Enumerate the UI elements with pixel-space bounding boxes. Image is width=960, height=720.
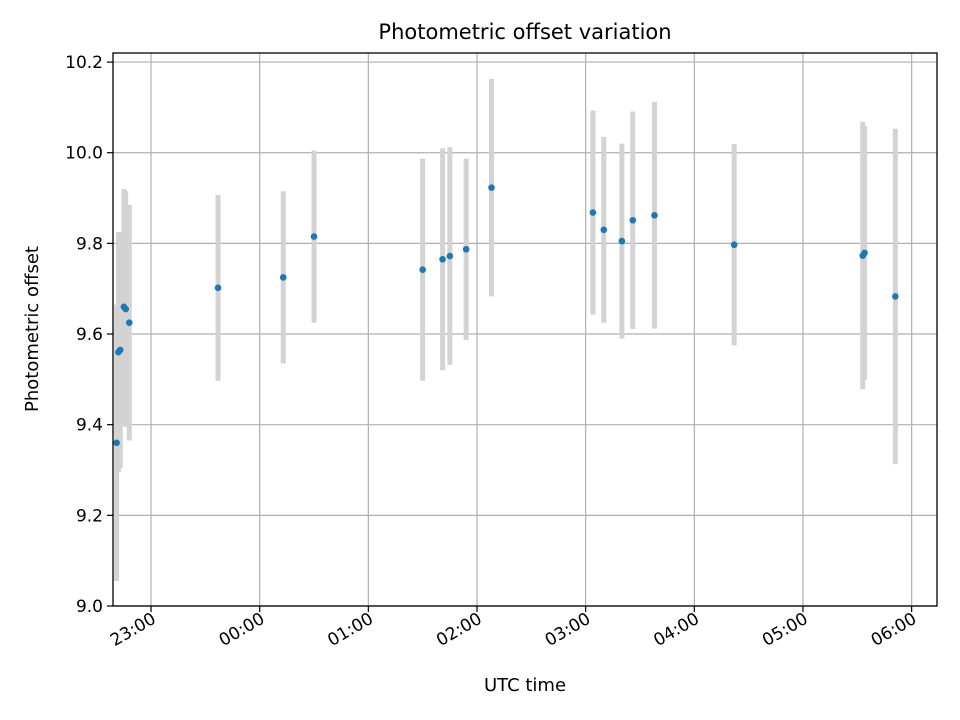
x-axis-title: UTC time [484, 675, 566, 696]
grid-lines [113, 53, 937, 607]
y-tick-label: 9.2 [76, 506, 103, 526]
y-tick-label: 9.8 [76, 234, 103, 254]
x-tick-label: 05:00 [759, 609, 811, 651]
y-tick-label: 9.6 [76, 325, 103, 345]
data-point [861, 249, 868, 257]
data-point [439, 255, 446, 263]
plot-area [113, 53, 937, 606]
x-tick-label: 01:00 [324, 609, 376, 651]
data-point [651, 211, 658, 219]
data-point [600, 226, 608, 234]
x-tick-label: 23:00 [107, 609, 159, 651]
data-point [462, 245, 470, 253]
data-point [488, 184, 495, 191]
data-point [310, 233, 318, 240]
data-point [730, 241, 738, 249]
data-point [122, 305, 129, 313]
chart-title: Photometric offset variation [378, 20, 671, 44]
data-point [892, 293, 899, 300]
y-axis-title: Photometric offset [22, 246, 43, 412]
y-tick-label: 10.2 [65, 53, 103, 73]
data-point [125, 319, 133, 327]
x-tick-label: 00:00 [216, 609, 268, 651]
x-tick-label: 02:00 [433, 609, 485, 651]
x-tick-label: 06:00 [868, 609, 920, 651]
y-tick-label: 10.0 [65, 144, 103, 164]
data-points [113, 184, 899, 447]
data-point [214, 284, 222, 292]
data-point [113, 439, 120, 447]
y-tick-label: 9.0 [76, 597, 103, 617]
data-point [279, 274, 287, 281]
x-tick-label: 03:00 [542, 609, 594, 651]
plot-frame [112, 52, 938, 607]
data-point [419, 266, 426, 273]
data-point [629, 216, 637, 224]
x-tick-label: 04:00 [650, 609, 702, 651]
y-tick-label: 9.4 [76, 416, 103, 436]
data-point [589, 209, 597, 216]
data-point [618, 237, 626, 245]
data-point [116, 346, 124, 354]
data-point [446, 252, 454, 260]
